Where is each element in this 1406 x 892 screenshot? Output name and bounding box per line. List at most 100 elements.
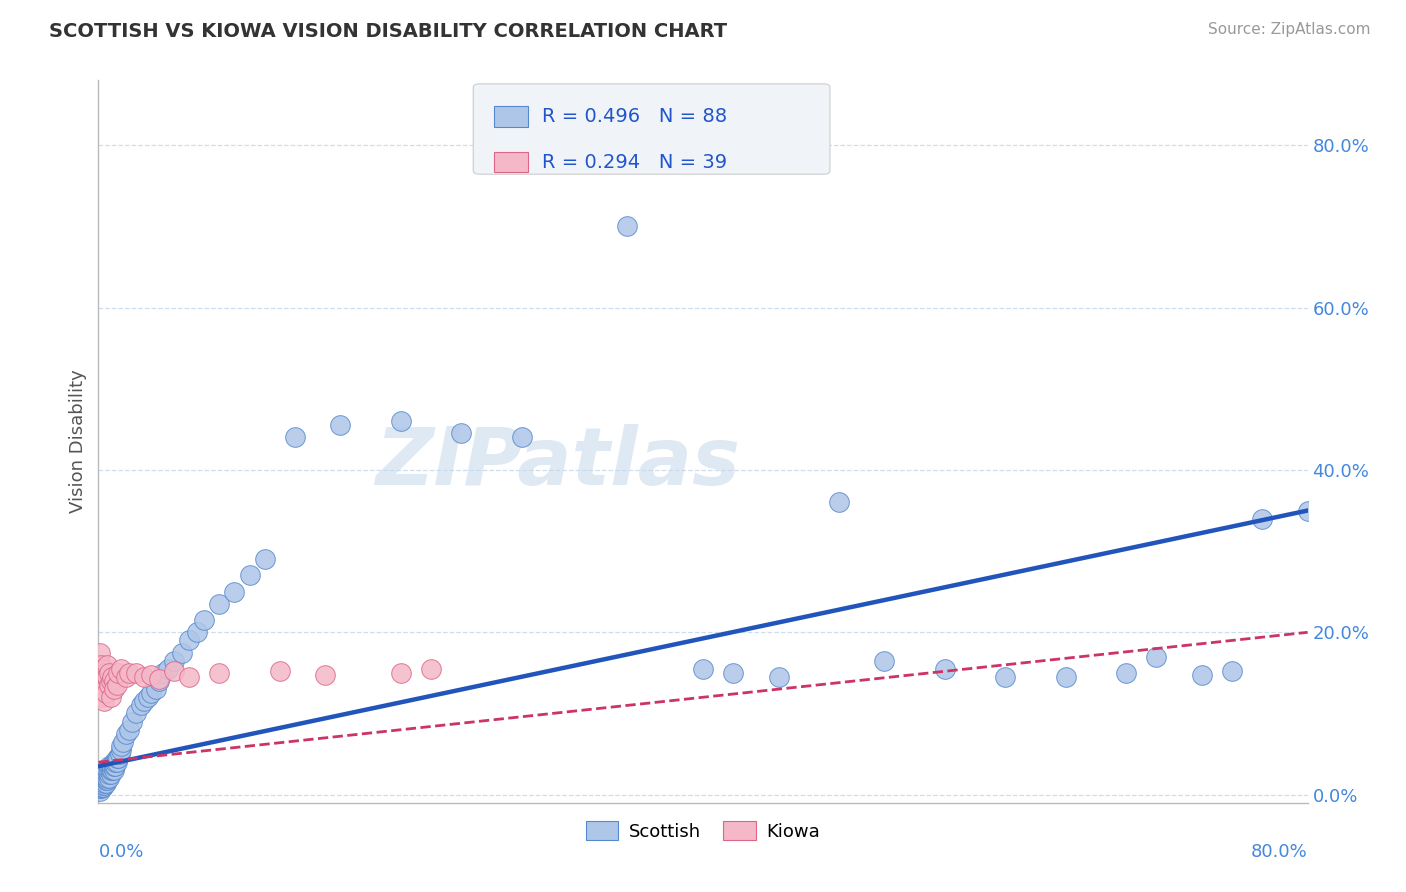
Point <box>101 764 124 778</box>
Point <box>156 662 179 676</box>
Point <box>828 495 851 509</box>
Point <box>94 670 117 684</box>
Point <box>101 670 124 684</box>
Point <box>96 764 118 778</box>
Text: Source: ZipAtlas.com: Source: ZipAtlas.com <box>1208 22 1371 37</box>
Point <box>329 418 352 433</box>
Text: 0.0%: 0.0% <box>98 843 143 861</box>
Point <box>107 751 129 765</box>
Point <box>269 665 291 679</box>
Point <box>389 665 412 680</box>
Point <box>723 665 745 680</box>
Point <box>90 657 112 672</box>
Y-axis label: Vision Disability: Vision Disability <box>69 369 87 514</box>
Point <box>96 670 118 684</box>
Point <box>103 682 125 697</box>
Point <box>101 759 124 773</box>
Point <box>94 767 117 781</box>
Point <box>141 667 163 681</box>
Point <box>96 772 118 786</box>
Point <box>208 597 231 611</box>
Point <box>108 747 131 761</box>
Point <box>93 694 115 708</box>
Point <box>91 682 114 697</box>
Point <box>93 778 115 792</box>
Text: ZIPatlas: ZIPatlas <box>375 425 741 502</box>
Point <box>94 775 117 789</box>
Point <box>96 767 118 781</box>
Point <box>1296 503 1319 517</box>
Point <box>103 759 125 773</box>
FancyBboxPatch shape <box>474 84 830 174</box>
Text: R = 0.294   N = 39: R = 0.294 N = 39 <box>543 153 727 172</box>
Point <box>136 690 159 705</box>
Point <box>208 665 231 680</box>
Point <box>121 714 143 729</box>
Point <box>170 646 193 660</box>
Point <box>98 764 121 778</box>
Text: 80.0%: 80.0% <box>1251 843 1308 861</box>
Point <box>89 646 111 660</box>
Point <box>239 568 262 582</box>
Point <box>768 670 790 684</box>
Point <box>103 764 125 778</box>
Point <box>98 767 121 781</box>
Point <box>692 662 714 676</box>
Point <box>100 759 122 773</box>
Point <box>91 670 114 684</box>
Point <box>450 426 472 441</box>
Point <box>118 723 141 737</box>
Point <box>98 772 121 786</box>
Point <box>132 670 155 684</box>
FancyBboxPatch shape <box>494 106 527 127</box>
FancyBboxPatch shape <box>494 153 527 172</box>
Point <box>129 698 152 713</box>
Point <box>105 678 128 692</box>
Point <box>1191 667 1213 681</box>
Point <box>873 654 896 668</box>
Point <box>253 552 276 566</box>
Point <box>125 665 148 680</box>
Point <box>141 686 163 700</box>
Point <box>98 678 121 692</box>
Point <box>1144 649 1167 664</box>
Point <box>90 775 112 789</box>
Point <box>89 780 111 794</box>
Point <box>111 735 134 749</box>
Point <box>94 773 117 788</box>
Point <box>103 673 125 688</box>
Point <box>93 775 115 789</box>
Point <box>90 690 112 705</box>
Point <box>616 219 638 234</box>
Text: R = 0.496   N = 88: R = 0.496 N = 88 <box>543 107 727 126</box>
Point <box>224 584 246 599</box>
Point <box>110 743 132 757</box>
Point <box>100 673 122 688</box>
Point <box>152 665 174 680</box>
Point <box>98 759 121 773</box>
Point <box>90 673 112 688</box>
Point <box>91 780 114 794</box>
Point <box>93 665 115 680</box>
Point <box>118 665 141 680</box>
Point <box>284 430 307 444</box>
Point <box>91 772 114 786</box>
Point <box>98 665 121 680</box>
Point <box>110 739 132 753</box>
Point <box>510 430 533 444</box>
Point <box>148 673 170 688</box>
Point <box>90 778 112 792</box>
Point <box>104 755 127 769</box>
Point <box>125 706 148 721</box>
Point <box>179 670 201 684</box>
Point <box>186 625 208 640</box>
Point <box>389 414 412 428</box>
Point <box>91 775 114 789</box>
Point <box>90 780 112 794</box>
Point <box>148 673 170 687</box>
Point <box>132 694 155 708</box>
Text: SCOTTISH VS KIOWA VISION DISABILITY CORRELATION CHART: SCOTTISH VS KIOWA VISION DISABILITY CORR… <box>49 22 727 41</box>
Point <box>94 770 117 784</box>
Point <box>314 667 336 681</box>
Point <box>96 657 118 672</box>
